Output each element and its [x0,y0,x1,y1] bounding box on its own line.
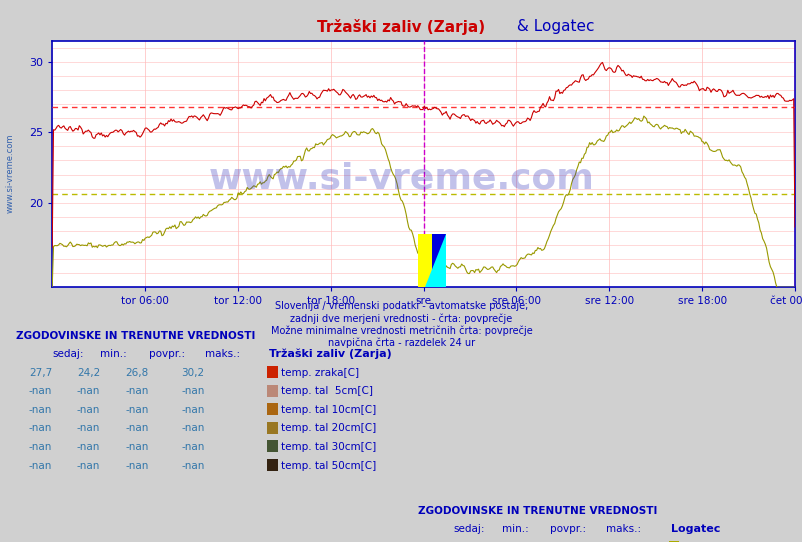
Text: sedaj:: sedaj: [52,349,83,359]
Text: -nan: -nan [77,405,100,415]
Text: -nan: -nan [77,423,100,434]
Text: -nan: -nan [77,461,100,470]
Text: www.si-vreme.com: www.si-vreme.com [209,162,593,196]
Text: & Logatec: & Logatec [512,19,594,34]
Text: temp. tal 10cm[C]: temp. tal 10cm[C] [281,405,376,415]
Text: temp. tal 20cm[C]: temp. tal 20cm[C] [281,423,376,434]
Text: -nan: -nan [181,386,205,396]
Text: min.:: min.: [100,349,127,359]
Text: temp. tal  5cm[C]: temp. tal 5cm[C] [281,386,373,396]
Text: Slovenija / vremenski podatki - avtomatske postaje,: Slovenija / vremenski podatki - avtomats… [274,301,528,311]
Text: 24,2: 24,2 [77,368,100,378]
Text: -nan: -nan [77,442,100,452]
Text: -nan: -nan [181,405,205,415]
Text: temp. tal 30cm[C]: temp. tal 30cm[C] [281,442,376,452]
Text: maks.:: maks.: [205,349,240,359]
Text: -nan: -nan [181,423,205,434]
Text: -nan: -nan [181,461,205,470]
Text: zadnji dve merjeni vrednosti - črta: povprečje: zadnji dve merjeni vrednosti - črta: pov… [290,313,512,324]
Polygon shape [424,234,445,287]
Text: -nan: -nan [125,405,148,415]
Text: min.:: min.: [501,524,528,534]
Text: -nan: -nan [125,386,148,396]
Text: maks.:: maks.: [606,524,641,534]
Text: Možne minimalne vrednosti metričnih črta: povprečje: Možne minimalne vrednosti metričnih črta… [270,325,532,335]
Text: povpr.:: povpr.: [148,349,184,359]
Text: -nan: -nan [29,442,52,452]
Text: -nan: -nan [125,461,148,470]
Text: navpična črta - razdelek 24 ur: navpična črta - razdelek 24 ur [327,337,475,347]
Text: ZGODOVINSKE IN TRENUTNE VREDNOSTI: ZGODOVINSKE IN TRENUTNE VREDNOSTI [417,506,656,516]
Text: 26,8: 26,8 [125,368,148,378]
Text: temp. zraka[C]: temp. zraka[C] [281,368,358,378]
Text: -nan: -nan [125,442,148,452]
Text: 30,2: 30,2 [181,368,205,378]
Text: -nan: -nan [125,423,148,434]
Bar [431,234,445,287]
Text: -nan: -nan [29,461,52,470]
Text: povpr.:: povpr.: [549,524,585,534]
Text: -nan: -nan [29,423,52,434]
Text: -nan: -nan [29,405,52,415]
Text: 27,7: 27,7 [29,368,52,378]
Text: sedaj:: sedaj: [453,524,484,534]
Text: Tržaški zaliv (Zarja): Tržaški zaliv (Zarja) [317,19,485,35]
Text: -nan: -nan [77,386,100,396]
Text: Logatec: Logatec [670,524,719,534]
Bar [417,234,445,287]
Text: -nan: -nan [29,386,52,396]
Text: Tržaški zaliv (Zarja): Tržaški zaliv (Zarja) [269,349,391,359]
Text: ZGODOVINSKE IN TRENUTNE VREDNOSTI: ZGODOVINSKE IN TRENUTNE VREDNOSTI [16,331,255,341]
Text: -nan: -nan [181,442,205,452]
Text: temp. tal 50cm[C]: temp. tal 50cm[C] [281,461,376,470]
Text: www.si-vreme.com: www.si-vreme.com [6,134,15,213]
